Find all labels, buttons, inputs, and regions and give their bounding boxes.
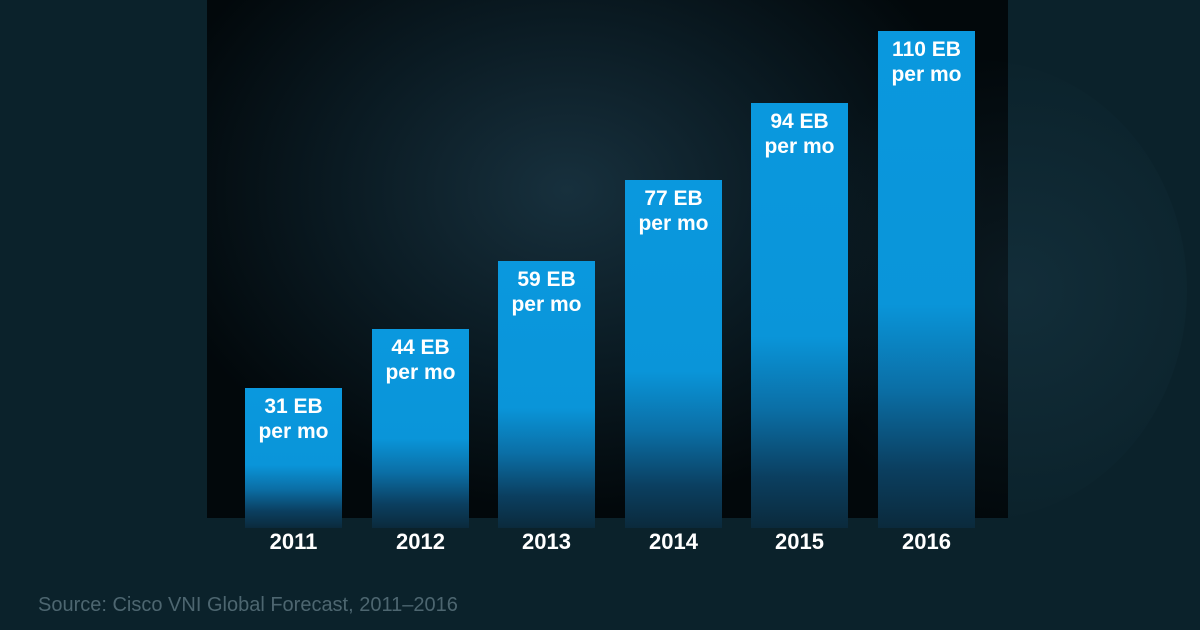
bar-2016: 110 EB per mo [878,31,975,528]
data-label-2011: 31 EB per mo [245,394,342,444]
data-label-line: per mo [385,361,456,385]
bar-2015: 94 EB per mo [751,103,848,528]
bar-2011: 31 EB per mo [245,387,342,528]
bar-2012: 44 EB per mo [372,329,469,528]
data-label-line: 110 EB [892,38,961,61]
x-tick-label: 2015 [775,529,824,554]
data-label-2015: 94 EB per mo [751,109,848,159]
source-note: Source: Cisco VNI Global Forecast, 2011–… [38,594,458,616]
data-label-line: 94 EB [770,110,829,134]
x-tick-label: 2012 [396,529,445,554]
bar-2013: 59 EB per mo [498,261,595,528]
bar-2014: 77 EB per mo [625,180,722,528]
x-tick-label: 2013 [522,529,571,554]
data-label-line: per mo [764,135,835,159]
data-label-line: 31 EB [264,394,323,418]
x-tick-label: 2016 [902,529,951,554]
x-tick-label: 2011 [269,529,318,554]
data-label-line: 77 EB [644,187,703,211]
data-label-2012: 44 EB per mo [372,335,469,385]
data-label-line: 44 EB [391,336,450,360]
x-tick-label: 2014 [649,529,698,554]
data-label-2016: 110 EB per mo [878,37,975,87]
data-label-line: per mo [511,293,582,317]
data-label-line: per mo [258,419,329,443]
data-label-line: per mo [638,212,709,236]
data-label-2014: 77 EB per mo [625,186,722,236]
data-label-2013: 59 EB per mo [498,267,595,317]
data-label-line: 59 EB [517,268,576,292]
data-label-line: per mo [891,63,962,86]
